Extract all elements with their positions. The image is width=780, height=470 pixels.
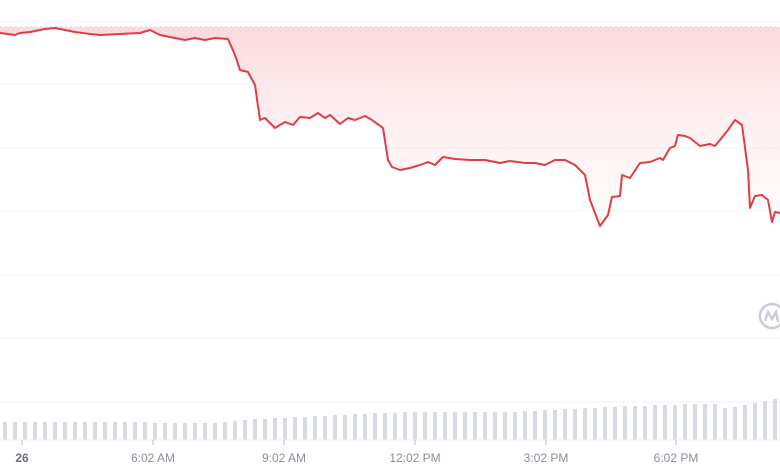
volume-bar (123, 422, 127, 440)
volume-bar (323, 416, 327, 440)
volume-bar (353, 414, 357, 440)
x-tick-label: 6:02 PM (654, 451, 699, 465)
volume-bar (623, 406, 627, 440)
volume-bar (763, 401, 767, 440)
price-area-fill (0, 27, 780, 226)
volume-bar (523, 411, 527, 440)
volume-bar (773, 399, 777, 440)
volume-bar (493, 412, 497, 440)
volume-bar (13, 422, 17, 440)
volume-bar (213, 423, 217, 440)
volume-bar (303, 417, 307, 440)
volume-bar (473, 412, 477, 440)
volume-bar (313, 416, 317, 440)
watermark-logo-icon (758, 302, 780, 330)
volume-bar (83, 422, 87, 440)
volume-bar (693, 404, 697, 440)
volume-bar (503, 412, 507, 440)
volume-bar (423, 412, 427, 440)
volume-bars (0, 399, 780, 441)
volume-bar (573, 409, 577, 440)
volume-bar (343, 415, 347, 440)
x-tick-label: 26 (15, 451, 29, 465)
volume-bar (133, 422, 137, 440)
volume-bar (273, 418, 277, 440)
volume-bar (733, 407, 737, 440)
volume-bar (23, 422, 27, 440)
volume-bar (603, 407, 607, 440)
volume-bar (163, 423, 167, 440)
volume-bar (413, 412, 417, 440)
volume-bar (383, 413, 387, 440)
volume-bar (443, 412, 447, 440)
volume-bar (483, 412, 487, 440)
volume-bar (533, 411, 537, 440)
volume-bar (363, 414, 367, 440)
volume-bar (373, 413, 377, 440)
volume-bar (673, 405, 677, 440)
volume-bar (63, 422, 67, 440)
volume-bar (723, 408, 727, 440)
x-tick-label: 9:02 AM (262, 451, 306, 465)
volume-bar (283, 418, 287, 440)
volume-bar (33, 422, 37, 440)
volume-bar (393, 413, 397, 440)
volume-bar (613, 407, 617, 440)
volume-bar (593, 408, 597, 440)
volume-bar (453, 412, 457, 440)
volume-bar (663, 405, 667, 440)
volume-bar (433, 412, 437, 440)
volume-bar (743, 405, 747, 440)
volume-bar (173, 423, 177, 440)
volume-bar (223, 422, 227, 440)
volume-bar (633, 406, 637, 440)
volume-bar (193, 423, 197, 440)
volume-bar (233, 421, 237, 440)
volume-bar (653, 405, 657, 440)
volume-bar (153, 423, 157, 440)
volume-bar (713, 404, 717, 440)
x-tick-label: 6:02 AM (131, 451, 175, 465)
volume-bar (543, 410, 547, 440)
volume-bar (703, 404, 707, 440)
volume-bar (263, 419, 267, 440)
volume-bar (143, 422, 147, 440)
volume-bar (3, 422, 7, 440)
volume-bar (243, 420, 247, 440)
volume-bar (293, 417, 297, 440)
x-tick-label: 12:02 PM (389, 451, 440, 465)
volume-bar (203, 423, 207, 440)
volume-bar (43, 422, 47, 440)
volume-bar (513, 412, 517, 440)
volume-bar (753, 403, 757, 440)
volume-bar (563, 409, 567, 440)
x-tick-label: 3:02 PM (524, 451, 569, 465)
volume-bar (53, 422, 57, 440)
price-line (0, 27, 780, 227)
volume-bar (103, 422, 107, 440)
volume-bar (683, 404, 687, 440)
volume-bar (583, 408, 587, 440)
volume-bar (553, 410, 557, 440)
volume-bar (253, 419, 257, 440)
volume-bar (73, 422, 77, 440)
volume-bar (93, 422, 97, 440)
volume-bar (333, 415, 337, 440)
volume-bar (113, 422, 117, 440)
volume-bar (183, 423, 187, 440)
volume-bar (463, 412, 467, 440)
volume-bar (643, 406, 647, 440)
volume-bar (403, 412, 407, 440)
